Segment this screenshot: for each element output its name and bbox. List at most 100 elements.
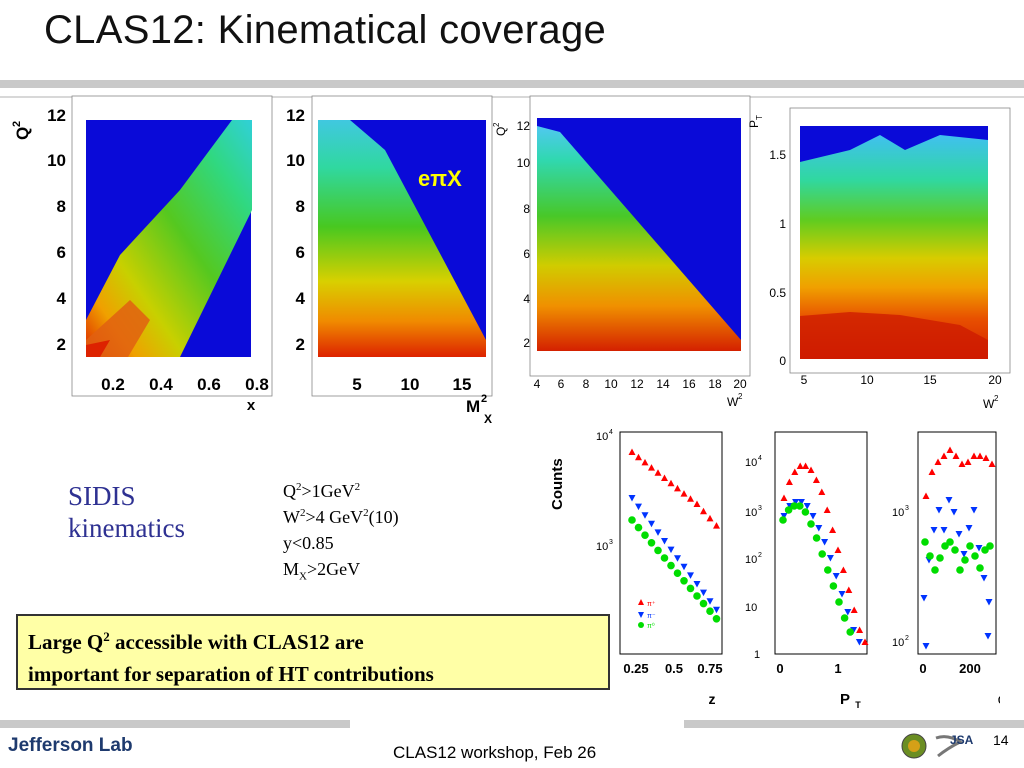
data-point [835,598,843,606]
p1-ytick: 8 [57,197,66,216]
p2-ytick: 12 [286,106,305,125]
data-point [824,566,832,574]
data-point [839,566,847,573]
p3-xtick: 12 [630,377,644,391]
data-point [986,542,994,550]
data-point [818,550,826,558]
data-point [780,494,788,501]
data-point [654,546,662,555]
data-point [964,458,972,465]
phi-xtick: 200 [959,661,981,676]
svg-text:4: 4 [758,455,762,462]
data-point [844,609,852,616]
cut-w2: W2>4 GeV2(10) [283,507,399,527]
data-point [674,555,681,562]
data-point [641,531,649,539]
legend-pi-minus-marker [638,612,644,618]
cut-q2: Q2>1GeV2 [283,481,361,501]
data-point [648,520,655,528]
jsa-logo: JSA [950,733,974,747]
z-xtick: 0.5 [665,661,683,676]
data-point [686,584,695,593]
coverage-panels: 12 10 8 6 4 2 0.2 0.4 0.6 0.8 x Q 2 12 1… [11,95,1011,426]
partner-logos: JSA [901,733,974,759]
data-point [934,458,942,465]
data-point [812,534,821,542]
svg-text:3: 3 [609,539,613,546]
pt-ytick: 10 [745,554,757,566]
panel-pt-vs-w2: 1.5 1 0.5 0 5 10 15 20 W 2 P T [747,107,1011,411]
p3-ytick: 4 [523,292,530,306]
phi-xlabel: ϕ [998,691,1000,708]
data-point [680,490,688,497]
p3-xtick: 10 [604,377,618,391]
svg-text:3: 3 [758,505,762,512]
kinematic-cuts: Q2>1GeV2 W2>4 GeV2(10) y<0.85 MX>2GeV [283,478,399,582]
data-point [807,520,815,528]
data-point [634,523,643,532]
p1-ylabel-sup: 2 [11,121,23,127]
title-divider [0,80,1024,88]
data-point [687,572,694,579]
p2-ytick: 2 [296,335,305,354]
data-point [861,638,869,645]
data-point [834,546,842,553]
p3-ytick: 8 [523,202,530,216]
data-point [960,551,968,558]
phi-ytick: 10 [892,637,904,649]
p1-ytick: 4 [57,289,67,308]
p2-xlabel-sub: X [484,412,492,426]
data-point [628,495,636,502]
p4-ytick: 1 [779,217,786,231]
p1-ytick: 6 [57,243,66,262]
data-point [700,507,707,515]
data-point [654,529,662,536]
z-xlabel: z [709,691,716,707]
data-point [706,598,714,605]
data-point [648,464,655,471]
p4-xtick: 20 [988,373,1002,387]
p3-xtick: 8 [583,377,590,391]
p4-xlabel: W [983,397,995,411]
p3-ytick: 10 [517,156,531,170]
p1-ytick: 12 [47,106,66,125]
plot-counts-vs-z: 10 4 10 3 0.25 0.5 0.75 z π⁺ π⁻ π⁰ [596,429,723,707]
data-point [628,448,636,455]
data-point [823,506,831,513]
data-point [821,539,829,546]
p3-ytick: 2 [523,336,530,350]
pt-xtick: 0 [776,661,783,676]
z-ytick: 10 [596,431,608,443]
footer-bar-right [684,720,1024,728]
data-point [935,507,943,514]
highlight-note: Large Q2 accessible with CLAS12 are impo… [16,614,610,690]
data-point [667,479,675,487]
process-annotation: eπX [418,166,462,191]
data-point [807,466,815,473]
p4-ylabel: P [747,120,761,128]
data-point [784,506,793,514]
legend-pi-zero-marker [638,622,644,628]
jsa-swoosh-icon [935,735,963,758]
legend-pi-minus: π⁻ [647,613,656,620]
data-point [980,575,988,582]
p2-xtick: 5 [352,375,361,394]
data-point [693,592,701,600]
p4-xtick: 15 [923,373,937,387]
data-point [647,539,656,547]
pt-ytick: 10 [745,507,757,519]
data-point [840,614,849,622]
data-point [931,566,939,574]
plot-counts-vs-phi: 10 3 10 2 0 200 ϕ [892,431,1000,708]
p1-ytick: 2 [57,335,66,354]
data-point [700,589,707,597]
data-point [971,552,979,560]
jefferson-lab-logo: Jefferson Lab [8,735,133,756]
data-point [926,552,934,560]
z-xtick: 0.75 [697,661,722,676]
data-point [635,503,642,511]
p2-ytick: 4 [296,289,306,308]
data-point [952,452,960,459]
p3-ytick: 6 [523,247,530,261]
data-point [791,468,799,475]
